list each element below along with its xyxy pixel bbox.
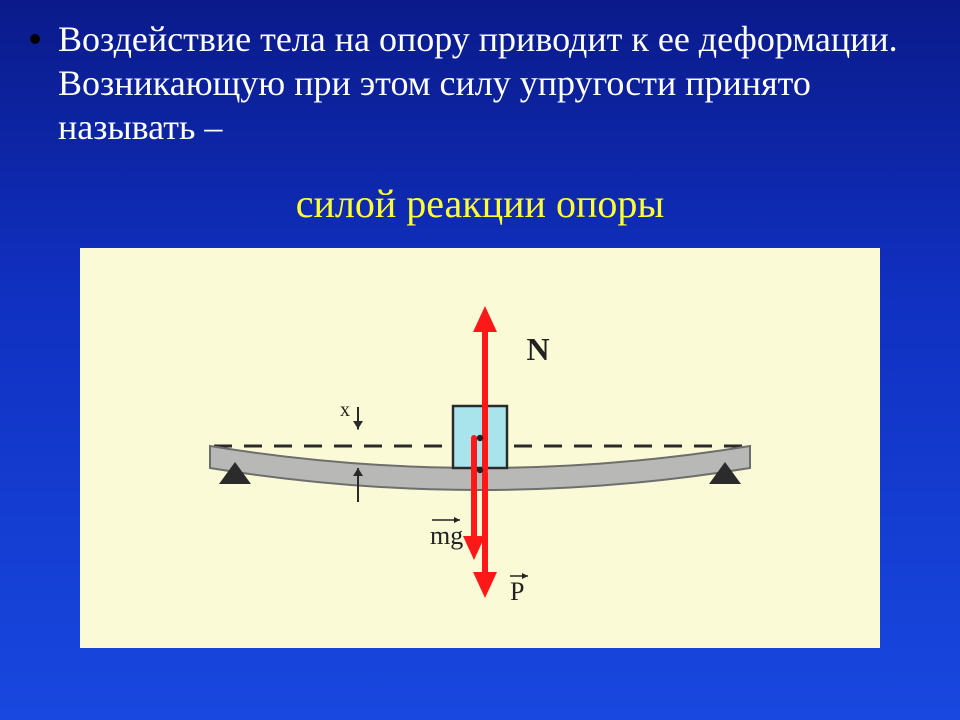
bullet-dot-icon — [30, 34, 40, 44]
p-arrow-head — [473, 572, 497, 598]
x-label: x — [340, 399, 350, 421]
bullet-paragraph: Воздействие тела на опору приводит к ее … — [30, 18, 930, 150]
origin-dot-1 — [477, 435, 483, 441]
paragraph-text: Воздействие тела на опору приводит к ее … — [58, 18, 930, 150]
slide-subtitle: силой реакции опоры — [0, 180, 960, 227]
p-label: P — [510, 577, 524, 606]
mg-arrow-head — [463, 536, 485, 560]
n-arrow-head — [473, 306, 497, 332]
n-label: N — [526, 331, 549, 367]
mg-label: mg — [430, 521, 463, 550]
origin-dot-2 — [477, 467, 483, 473]
physics-diagram: x Nmg P — [80, 248, 880, 648]
diagram-panel: x Nmg P — [80, 248, 880, 648]
